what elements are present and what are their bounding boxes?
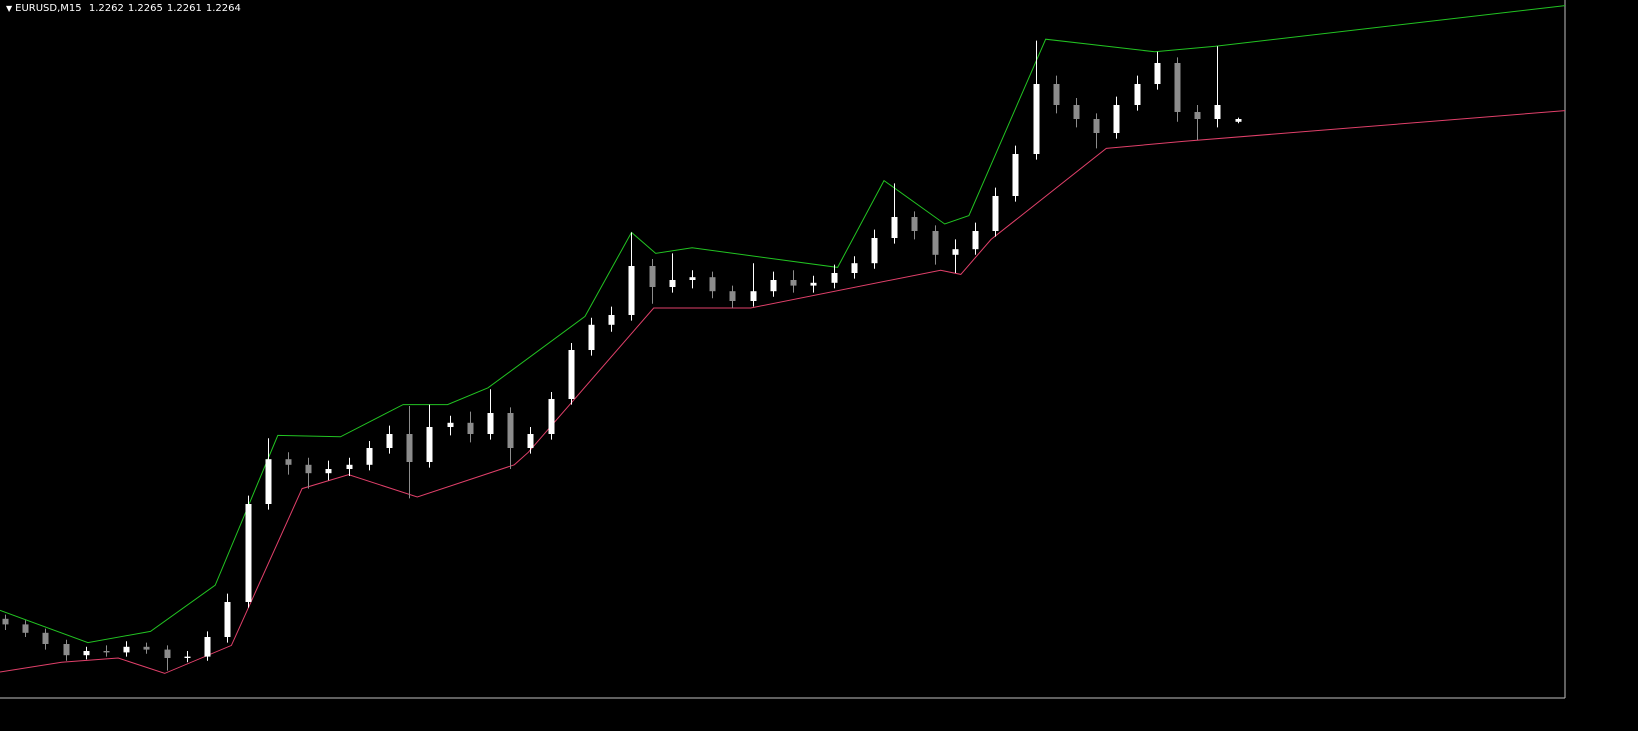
candle-body [729, 291, 736, 301]
candle-body [851, 263, 858, 273]
symbol-title: EURUSD,M15 [15, 3, 82, 14]
candle-body [507, 413, 514, 448]
candle-body [224, 602, 231, 637]
candle-body [285, 459, 292, 465]
candle-body [1113, 105, 1120, 133]
candle-body [1033, 84, 1040, 154]
candle-body [628, 266, 635, 315]
candle-body [1053, 84, 1060, 105]
candle-body [689, 277, 696, 280]
close-value: 1.2264 [205, 3, 241, 14]
candle-body [467, 422, 474, 434]
candle-body [426, 427, 433, 462]
candle-body [1154, 63, 1161, 84]
candle-body [649, 266, 656, 287]
candle-body [972, 231, 979, 250]
candle-body [386, 434, 393, 448]
candle-body [406, 434, 413, 462]
candle-body [709, 277, 716, 292]
candle-body [1174, 63, 1181, 112]
candle-body [2, 618, 9, 625]
candle-body [1073, 105, 1080, 119]
candle-body [750, 291, 757, 301]
channel-line [0, 5, 1566, 644]
candle-body [1093, 119, 1100, 133]
menu-arrow[interactable]: ▼ [6, 4, 13, 13]
candle-body [346, 464, 353, 469]
candle-body [22, 624, 29, 633]
chart-header: ▼ EURUSD,M15 1.2262 1.2265 1.2261 1.2264 [6, 3, 245, 14]
candle-body [548, 399, 555, 434]
open-value: 1.2262 [88, 3, 124, 14]
candle-body [447, 422, 454, 427]
candle-body [245, 504, 252, 602]
candle-body [608, 315, 615, 325]
candle-body [588, 324, 595, 350]
candle-body [669, 280, 676, 287]
candle-body [42, 632, 49, 644]
candle-body [63, 644, 70, 656]
candle-body [527, 434, 534, 448]
candle-body [1134, 84, 1141, 105]
candle-body [204, 637, 211, 657]
low-value: 1.2261 [166, 3, 202, 14]
candle-body [992, 196, 999, 231]
candle-body [83, 651, 90, 656]
candle-body [143, 646, 150, 650]
candle-body [1214, 105, 1221, 119]
candle-body [831, 273, 838, 283]
candle-body [366, 448, 373, 465]
candle-body [325, 469, 332, 474]
candle-body [123, 646, 130, 653]
candle-body [810, 282, 817, 286]
candle-body [164, 649, 171, 658]
candle-body [871, 238, 878, 264]
candle-body [1194, 112, 1201, 119]
candle-body [265, 459, 272, 504]
candle-body [790, 280, 797, 286]
candle-body [184, 656, 191, 658]
candle-body [568, 350, 575, 399]
candle-body [952, 249, 959, 255]
channel-line [0, 110, 1566, 674]
candle-body [911, 217, 918, 231]
candle-body [103, 651, 110, 653]
candle-body [1012, 154, 1019, 196]
candle-body [932, 231, 939, 255]
candle-body [1235, 119, 1242, 122]
candle-body [487, 413, 494, 434]
candle-body [305, 464, 312, 474]
candle-body [891, 217, 898, 238]
candle-body [770, 280, 777, 292]
high-value: 1.2265 [127, 3, 163, 14]
